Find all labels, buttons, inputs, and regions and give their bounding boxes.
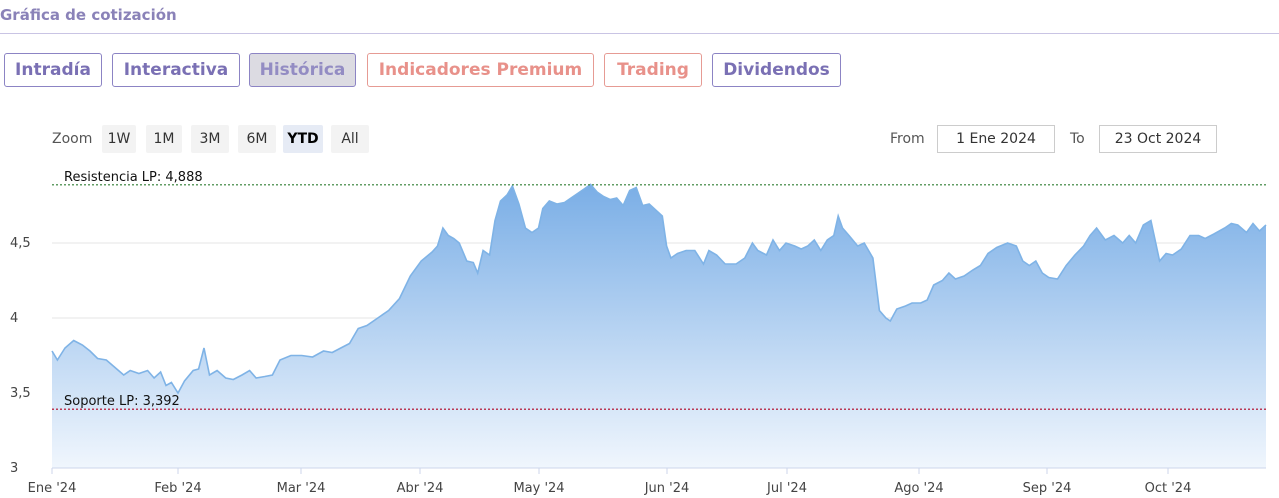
- x-tick-label: Ago '24: [894, 481, 943, 496]
- from-date-input[interactable]: 1 Ene 2024: [937, 125, 1055, 153]
- annotation-label: Soporte LP: 3,392: [64, 394, 180, 409]
- x-tick-label: Sep '24: [1023, 481, 1072, 496]
- to-date-input[interactable]: 23 Oct 2024: [1099, 125, 1217, 153]
- page-title: Gráfica de cotización: [0, 6, 177, 24]
- zoom-button-6m[interactable]: 6M: [238, 125, 276, 153]
- x-tick-label: Feb '24: [154, 481, 201, 496]
- zoom-button-1m[interactable]: 1M: [146, 125, 182, 153]
- x-tick-label: Jul '24: [766, 481, 807, 496]
- x-tick-label: Abr '24: [397, 481, 444, 496]
- zoom-label: Zoom: [52, 131, 93, 147]
- tab-historica[interactable]: Histórica: [249, 53, 356, 87]
- tab-dividendos[interactable]: Dividendos: [712, 53, 841, 87]
- y-tick-label: 4,5: [10, 236, 31, 251]
- zoom-button-1w[interactable]: 1W: [102, 125, 136, 153]
- y-tick-label: 3: [10, 461, 18, 476]
- to-label: To: [1070, 131, 1085, 147]
- y-tick-label: 3,5: [10, 386, 31, 401]
- tab-indicadores-premium[interactable]: Indicadores Premium: [367, 53, 594, 87]
- tab-intradia[interactable]: Intradía: [4, 53, 102, 87]
- x-tick-label: Mar '24: [277, 481, 326, 496]
- y-tick-label: 4: [10, 311, 18, 326]
- zoom-button-ytd[interactable]: YTD: [283, 125, 323, 153]
- zoom-button-3m[interactable]: 3M: [191, 125, 229, 153]
- x-tick-label: May '24: [513, 481, 564, 496]
- zoom-button-all[interactable]: All: [331, 125, 369, 153]
- x-tick-label: Ene '24: [28, 481, 77, 496]
- x-axis-ticks: Ene '24 Feb '24 Mar '24 Abr '24 May '24 Jun '…: [28, 468, 1192, 496]
- price-line: [51, 183, 1267, 395]
- chart-annotations: Resistencia LP: 4,888 Soporte LP: 3,392: [52, 170, 1266, 410]
- from-label: From: [890, 131, 925, 147]
- title-divider: [0, 33, 1279, 34]
- y-axis-ticks: 3 3,5 4 4,5: [10, 236, 31, 476]
- x-tick-label: Oct '24: [1145, 481, 1192, 496]
- tab-interactiva[interactable]: Interactiva: [112, 53, 240, 87]
- annotation-label: Resistencia LP: 4,888: [64, 170, 203, 185]
- price-area: [52, 184, 1266, 468]
- tab-trading[interactable]: Trading: [604, 53, 702, 87]
- x-tick-label: Jun '24: [644, 481, 690, 496]
